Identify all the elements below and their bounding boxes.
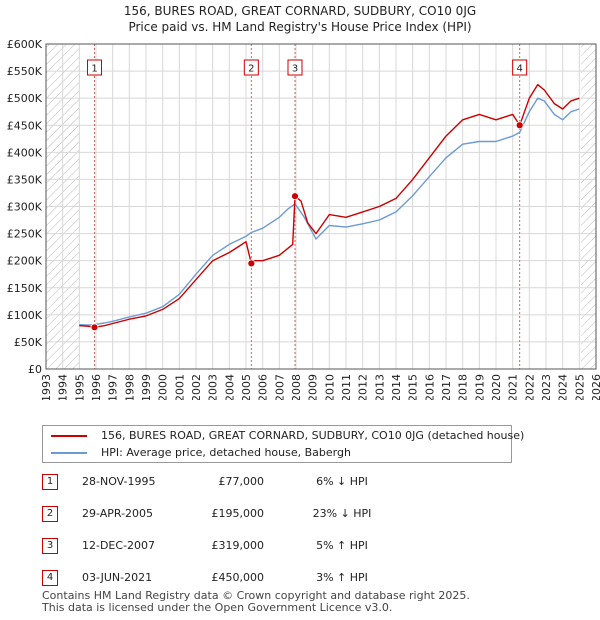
x-tick-label: 2019 [473, 374, 486, 400]
x-tick-label: 1999 [140, 374, 153, 400]
legend-label-property: 156, BURES ROAD, GREAT CORNARD, SUDBURY,… [101, 429, 525, 442]
x-tick-label: 2000 [157, 374, 170, 400]
x-tick-label: 2004 [223, 374, 236, 400]
chart-title-line2: Price paid vs. HM Land Registry's House … [128, 20, 472, 34]
transaction-date: 29-APR-2005 [82, 507, 154, 520]
sale-marker-label: 1 [91, 64, 97, 75]
x-tick-label: 2021 [507, 374, 520, 400]
transaction-row: 1 28-NOV-1995 £77,000 6% ↓ HPI [42, 472, 562, 492]
transaction-price: £195,000 [211, 507, 265, 520]
x-tick-label: 2018 [457, 374, 470, 400]
transaction-hpi-diff: 6% ↓ HPI [316, 475, 368, 488]
x-tick-label: 2014 [390, 374, 403, 400]
footer-line1: Contains HM Land Registry data © Crown c… [42, 589, 470, 602]
x-tick-label: 2024 [557, 374, 570, 400]
x-tick-label: 2023 [540, 374, 553, 400]
x-tick-label: 2001 [173, 374, 186, 400]
x-tick-label: 2020 [490, 374, 503, 400]
y-tick-label: £150K [7, 282, 43, 295]
transaction-price: £450,000 [211, 571, 265, 584]
transaction-hpi-diff: 3% ↑ HPI [316, 571, 368, 584]
y-tick-label: £300K [7, 201, 43, 214]
x-tick-label: 2009 [307, 374, 320, 400]
sale-marker-label: 4 [516, 64, 522, 75]
transaction-date: 28-NOV-1995 [82, 475, 156, 488]
x-tick-label: 2002 [190, 374, 203, 400]
y-tick-label: £0 [28, 363, 42, 376]
legend: 156, BURES ROAD, GREAT CORNARD, SUDBURY,… [42, 425, 524, 463]
x-tick-label: 2026 [590, 374, 600, 400]
y-tick-label: £600K [7, 38, 43, 51]
x-tick-label: 1993 [40, 374, 53, 400]
transaction-row: 4 03-JUN-2021 £450,000 3% ↑ HPI [42, 568, 562, 588]
transaction-price: £77,000 [218, 475, 265, 488]
x-tick-label: 1998 [123, 374, 136, 400]
x-tick-label: 1997 [107, 374, 120, 400]
x-tick-label: 2022 [523, 374, 536, 400]
sale-point [247, 259, 256, 268]
sale-point [515, 121, 524, 130]
x-tick-label: 2007 [273, 374, 286, 400]
legend-swatch-hpi [51, 452, 87, 454]
chart-title-line1: 156, BURES ROAD, GREAT CORNARD, SUDBURY,… [123, 4, 477, 18]
transaction-badge: 1 [42, 474, 58, 490]
y-tick-label: £550K [7, 65, 43, 78]
x-tick-label: 1996 [90, 374, 103, 400]
transaction-hpi-diff: 5% ↑ HPI [316, 539, 368, 552]
y-tick-label: £400K [7, 146, 43, 159]
plot-frame [45, 43, 597, 370]
y-tick-label: £500K [7, 92, 43, 105]
x-tick-label: 2006 [257, 374, 270, 400]
transaction-price: £319,000 [211, 539, 265, 552]
y-tick-label: £50K [14, 336, 43, 349]
transaction-hpi-diff: 23% ↓ HPI [312, 507, 372, 520]
transaction-row: 2 29-APR-2005 £195,000 23% ↓ HPI [42, 504, 562, 524]
x-tick-label: 2013 [373, 374, 386, 400]
transaction-date: 03-JUN-2021 [82, 571, 153, 584]
transaction-date: 12-DEC-2007 [82, 539, 156, 552]
transaction-row: 3 12-DEC-2007 £319,000 5% ↑ HPI [42, 536, 562, 556]
footer-line2: This data is licensed under the Open Gov… [42, 601, 393, 614]
sale-point [291, 192, 299, 201]
y-tick-label: £100K [7, 309, 43, 322]
sale-marker-label: 3 [292, 64, 298, 75]
x-tick-label: 1994 [57, 374, 70, 400]
price-chart: 1 2 3 4 £0 £50K £100K £150K £200K £250K £300K £350… [7, 38, 600, 400]
hpi-line [79, 97, 580, 326]
x-tick-label: 2017 [440, 374, 453, 400]
transaction-badge: 4 [42, 570, 58, 586]
x-tick-label: 2012 [357, 374, 370, 400]
x-tick-label: 2011 [340, 374, 353, 400]
y-tick-label: £200K [7, 255, 43, 268]
footer: Contains HM Land Registry data © Crown c… [42, 590, 470, 614]
legend-swatch-property [51, 435, 87, 437]
sale-marker-label: 2 [248, 64, 254, 75]
sale-marker-box [512, 59, 528, 76]
sale-point [90, 323, 99, 332]
x-tick-label: 2016 [423, 374, 436, 400]
y-tick-label: £350K [7, 173, 43, 186]
transaction-badge: 2 [42, 506, 58, 522]
y-tick-label: £450K [7, 119, 43, 132]
sale-marker-box [243, 59, 259, 76]
x-tick-label: 2005 [240, 374, 253, 400]
y-tick-label: £250K [7, 228, 43, 241]
x-tick-label: 1995 [73, 374, 86, 400]
x-tick-label: 2008 [290, 374, 303, 400]
x-tick-label: 2025 [573, 374, 586, 400]
legend-label-hpi: HPI: Average price, detached house, Babe… [101, 446, 351, 459]
transaction-badge: 3 [42, 538, 58, 554]
x-tick-label: 2010 [323, 374, 336, 400]
sale-marker-box [87, 59, 102, 76]
x-tick-label: 2015 [407, 374, 420, 400]
sale-marker-box [287, 59, 303, 76]
x-tick-label: 2003 [207, 374, 220, 400]
